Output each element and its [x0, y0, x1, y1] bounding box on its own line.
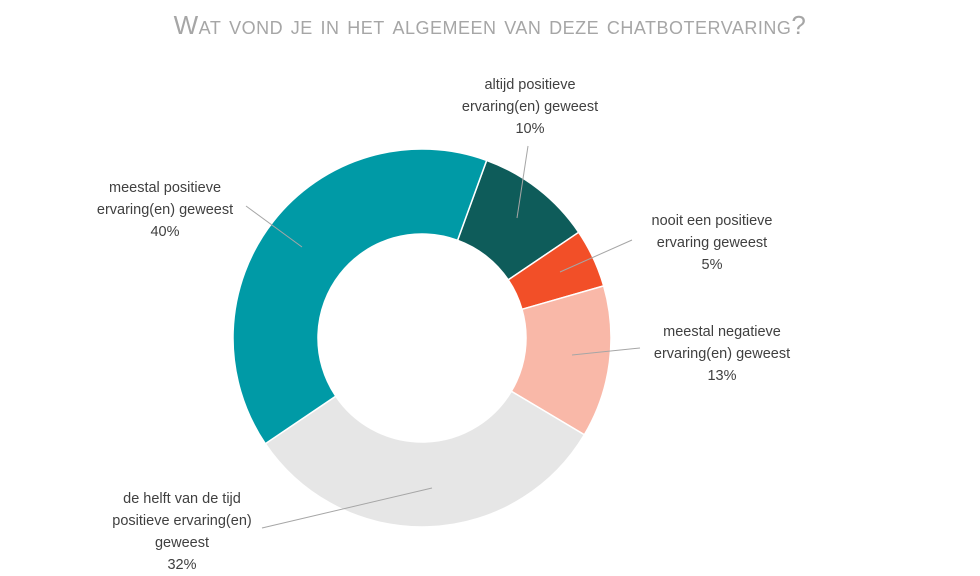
slice-label-text: ervaring(en) geweest: [653, 346, 791, 362]
donut-slice-3: [264, 390, 586, 528]
slice-label-text: positieve ervaring(en): [112, 513, 252, 529]
slice-label-4: meestal positieve ervaring(en) geweest 40%: [45, 177, 285, 243]
slice-label-text: de helft van de tijd: [123, 491, 241, 507]
slice-value-label: 5%: [701, 257, 723, 273]
slice-value-label: 40%: [150, 224, 180, 240]
slice-label-3: de helft van de tijd positieve ervaring(e…: [62, 488, 302, 576]
slice-label-text: ervaring geweest: [656, 235, 768, 251]
leader-line-3: [261, 487, 433, 529]
donut-slices: [232, 148, 612, 528]
slice-label-text: meestal negatieve: [663, 324, 781, 340]
slice-value-label: 10%: [515, 121, 545, 137]
slice-label-text: altijd positieve: [484, 77, 576, 93]
leader-line-4: [245, 205, 303, 248]
chart-title: Wat vond je in het algemeen van deze cha…: [173, 10, 807, 40]
leader-lines: [245, 145, 641, 529]
slice-label-2: meestal negatieve ervaring(en) geweest 13%: [602, 321, 842, 387]
slice-label-text: ervaring(en) geweest: [96, 202, 234, 218]
slice-label-text: geweest: [154, 535, 209, 551]
donut-slice-4: [232, 148, 488, 445]
slice-label-text: nooit een positieve: [651, 213, 773, 229]
leader-line-1: [559, 239, 633, 273]
slice-label-text: ervaring(en) geweest: [461, 99, 599, 115]
slice-label-text: meestal positieve: [108, 180, 222, 196]
slice-value-label: 32%: [167, 557, 197, 573]
slice-label-1: nooit een positieve ervaring geweest 5%: [592, 210, 832, 276]
slice-label-0: altijd positieve ervaring(en) geweest 10%: [410, 74, 650, 140]
leader-line-0: [516, 145, 529, 219]
slice-value-label: 13%: [707, 368, 737, 384]
leader-line-2: [571, 347, 641, 356]
